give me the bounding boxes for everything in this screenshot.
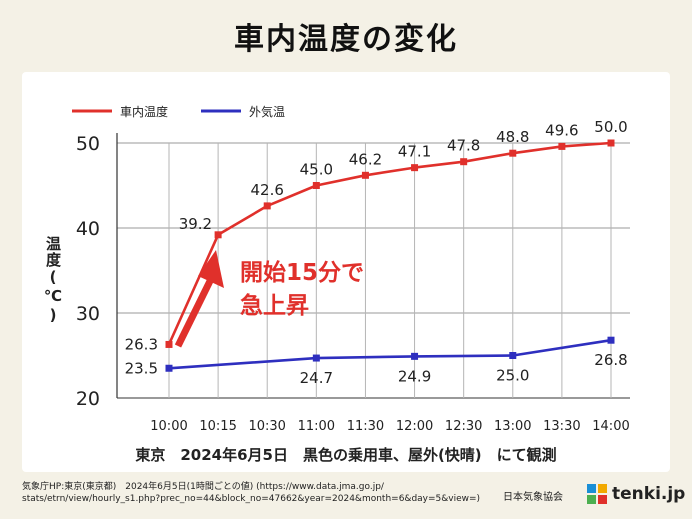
x-tick-label: 13:00 (494, 419, 531, 434)
data-point (263, 202, 271, 210)
x-tick-label: 10:00 (150, 419, 187, 434)
data-label: 39.2 (179, 215, 212, 233)
data-label: 47.8 (447, 137, 480, 155)
annotation-line-2: 急上昇 (240, 292, 309, 319)
data-label: 46.2 (349, 150, 382, 168)
legend-label: 車内温度 (120, 104, 168, 119)
data-point (509, 352, 517, 359)
tenki-logo-icon (587, 484, 607, 504)
chart-title: 車内温度の変化 (234, 22, 458, 57)
data-point (165, 364, 173, 372)
axes: 20 30 40 50 10:00 10:15 10:30 11:00 11:30 12:00 12… (76, 133, 630, 434)
data-point (460, 158, 468, 166)
y-tick-label: 20 (76, 388, 100, 410)
data-label: 48.8 (496, 128, 529, 146)
organization-name: 日本気象協会 (503, 492, 563, 503)
data-point (558, 142, 566, 150)
data-point (214, 231, 222, 239)
data-point (312, 182, 320, 189)
data-point (165, 340, 173, 348)
series-line (167, 141, 612, 345)
x-tick-label: 14:00 (592, 419, 629, 434)
rise-arrow-head (198, 250, 224, 288)
legend-label: 外気温 (249, 104, 285, 119)
x-tick-label: 12:30 (445, 419, 482, 434)
data-label: 42.6 (251, 181, 284, 199)
data-point (361, 171, 369, 179)
annotation-line-1: 開始15分で (240, 259, 364, 286)
legend: 車内温度 外気温 (72, 104, 285, 119)
data-label: 25.0 (496, 367, 529, 385)
data-label: 47.1 (398, 143, 431, 161)
data-label: 24.9 (398, 367, 431, 385)
rise-arrow-shaft (174, 277, 215, 348)
data-point (509, 149, 517, 157)
data-label: 24.7 (300, 369, 333, 387)
data-labels: 26.3 39.2 42.6 45.0 46.2 47.1 47.8 48.8 49.6 50.0… (125, 118, 628, 387)
x-tick-label: 10:15 (199, 419, 236, 434)
brand-logo: tenki.jp (586, 481, 685, 507)
x-tick-label: 12:00 (396, 419, 433, 434)
data-point (607, 336, 615, 344)
data-point (607, 139, 615, 147)
y-axis-title: 温度(℃) (44, 236, 62, 325)
data-point (411, 164, 419, 172)
data-point (411, 352, 419, 360)
y-tick-label: 50 (76, 133, 100, 155)
data-label: 50.0 (594, 118, 627, 136)
x-tick-label: 11:30 (347, 419, 384, 434)
data-point (312, 354, 320, 362)
observation-caption: 東京 2024年6月5日 黒色の乗用車、屋外(快晴) にて観測 (135, 446, 557, 464)
data-label: 26.8 (594, 351, 627, 369)
data-label: 23.5 (125, 359, 158, 377)
x-tick-label: 13:30 (543, 419, 580, 434)
x-tick-label: 11:00 (298, 419, 335, 434)
data-label: 49.6 (545, 121, 578, 139)
data-label: 26.3 (125, 335, 158, 353)
grid-lines (117, 142, 630, 399)
y-tick-label: 40 (76, 218, 100, 240)
y-tick-label: 30 (76, 303, 100, 325)
brand-name: tenki.jp (612, 484, 686, 504)
x-tick-label: 10:30 (248, 419, 285, 434)
data-label: 45.0 (300, 161, 333, 179)
data-source: 気象庁HP:東京(東京都) 2024年6月5日(1時間ごとの値) (https:… (22, 482, 481, 504)
series-line (168, 338, 612, 370)
series (165, 139, 615, 372)
